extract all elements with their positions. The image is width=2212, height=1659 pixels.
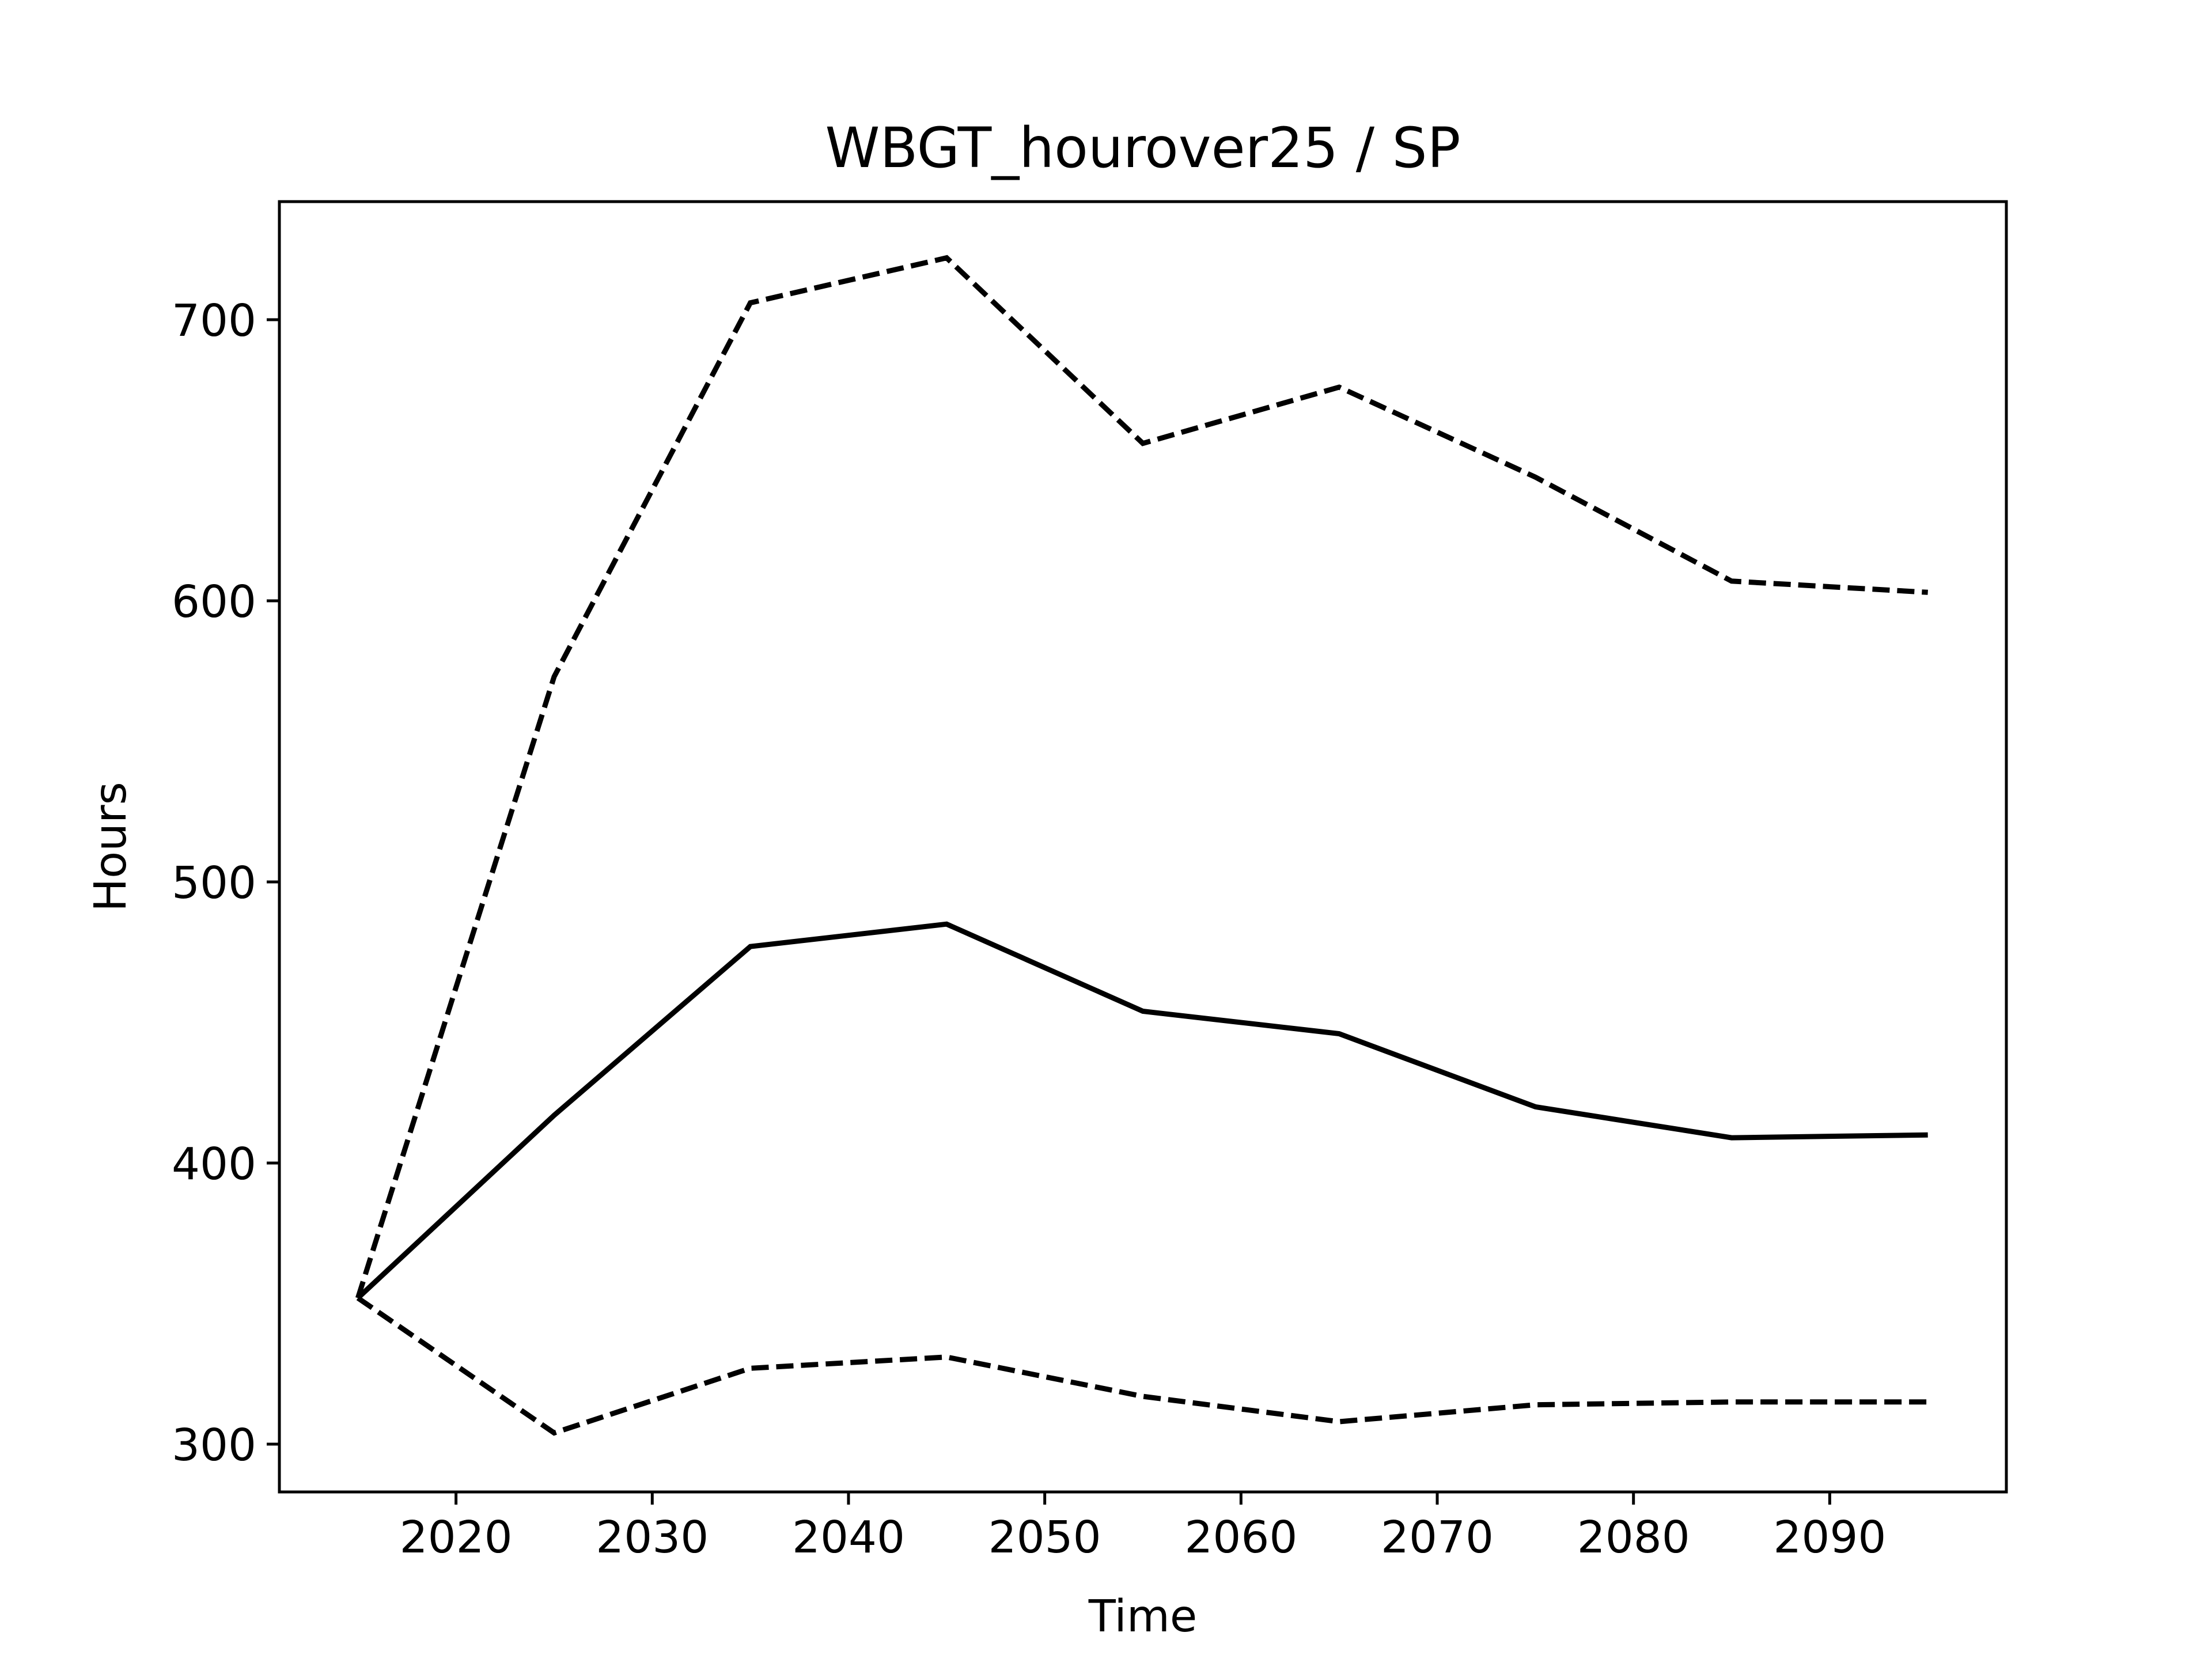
y-axis: 300 400 500 600 700	[172, 296, 279, 1471]
x-tick-label: 2030	[596, 1512, 709, 1563]
x-tick-label: 2050	[988, 1512, 1101, 1563]
x-tick-label: 2020	[400, 1512, 513, 1563]
y-tick-label: 400	[172, 1139, 256, 1190]
series-line-1	[356, 921, 1928, 1300]
x-tick-label: 2090	[1773, 1512, 1886, 1563]
x-tick-label: 2080	[1577, 1512, 1690, 1563]
y-tick-label: 500	[172, 858, 256, 909]
series-layer	[355, 255, 1928, 1436]
y-axis-label: Hours	[85, 782, 137, 912]
x-tick-label: 2040	[792, 1512, 905, 1563]
x-tick-label: 2060	[1184, 1512, 1297, 1563]
series-line-3	[356, 1296, 1928, 1436]
plot-frame	[278, 200, 2008, 1494]
x-axis-label: Time	[1088, 1591, 1197, 1642]
y-tick-label: 600	[172, 577, 256, 628]
y-tick-label: 300	[172, 1420, 256, 1471]
chart-title: WBGT_hourover25 / SP	[825, 116, 1461, 180]
x-axis: 2020 2030 2040 2050 2060 2070 2080 2090	[400, 1492, 1886, 1563]
series-line-2	[355, 255, 1928, 1299]
x-tick-label: 2070	[1381, 1512, 1494, 1563]
y-tick-label: 700	[172, 296, 256, 347]
